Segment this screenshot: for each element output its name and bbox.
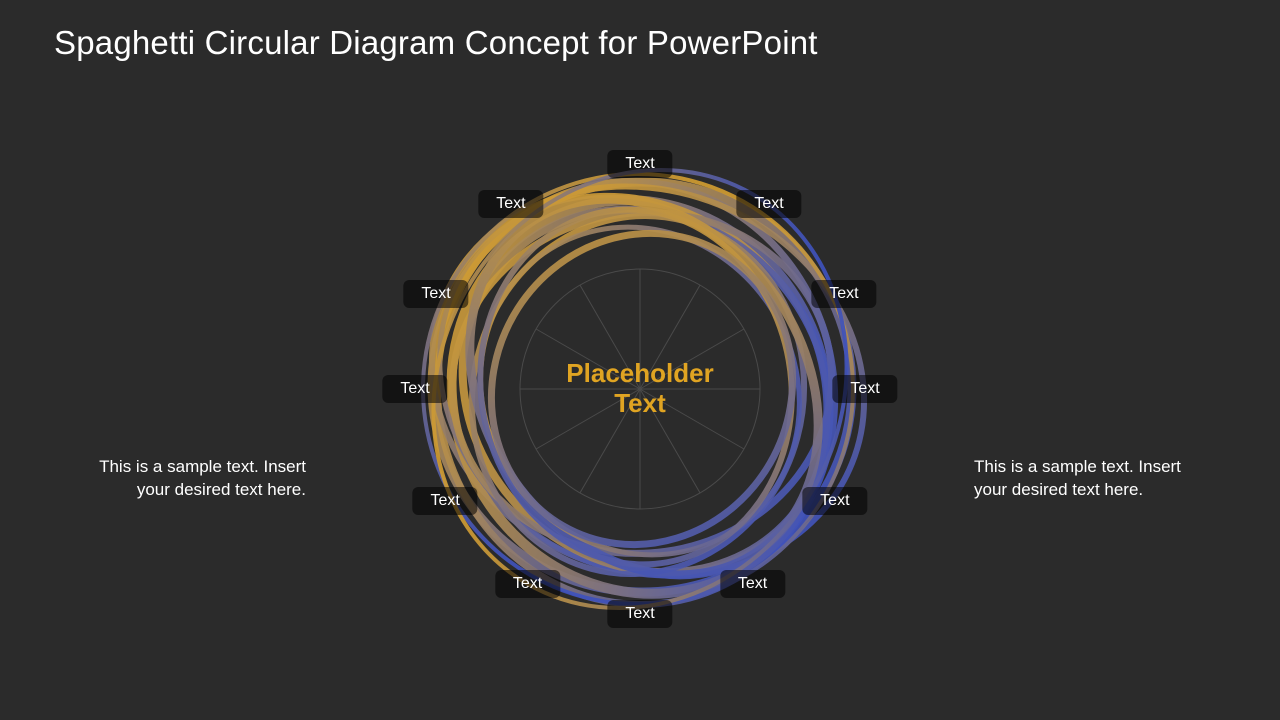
node-label: Text (382, 375, 447, 403)
node-label: Text (832, 375, 897, 403)
spaghetti-diagram: Placeholder Text Text Text Text Text Text Tex… (380, 129, 900, 649)
node-label: Text (802, 487, 867, 515)
node-label: Text (412, 487, 477, 515)
node-label: Text (495, 570, 560, 598)
node-label: Text (736, 190, 801, 218)
node-label: Text (403, 280, 468, 308)
node-label: Text (478, 190, 543, 218)
node-label: Text (720, 570, 785, 598)
side-text-left: This is a sample text. Insert your desir… (76, 456, 306, 502)
side-text-right: This is a sample text. Insert your desir… (974, 456, 1204, 502)
page-title: Spaghetti Circular Diagram Concept for P… (54, 24, 818, 62)
node-label: Text (607, 150, 672, 178)
node-label: Text (607, 600, 672, 628)
node-label: Text (811, 280, 876, 308)
center-label: Placeholder Text (566, 359, 713, 419)
